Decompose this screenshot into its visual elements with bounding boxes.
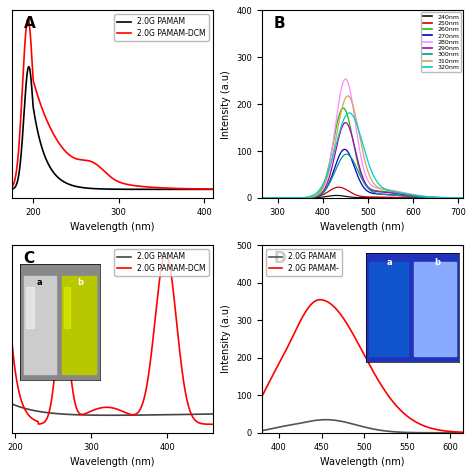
- Text: C: C: [24, 251, 35, 266]
- Text: A: A: [24, 16, 36, 31]
- Text: B: B: [274, 16, 285, 31]
- X-axis label: Wavelength (nm): Wavelength (nm): [320, 457, 404, 467]
- X-axis label: Wavelength (nm): Wavelength (nm): [70, 457, 155, 467]
- Legend: 2.0G PAMAM, 2.0G PAMAM-DCM: 2.0G PAMAM, 2.0G PAMAM-DCM: [114, 14, 209, 41]
- Y-axis label: Intensity (a.u): Intensity (a.u): [220, 70, 230, 138]
- Legend: 240nm, 250nm, 260nm, 270nm, 280nm, 290nm, 300nm, 310nm, 320nm: 240nm, 250nm, 260nm, 270nm, 280nm, 290nm…: [421, 12, 461, 72]
- X-axis label: Wavelength (nm): Wavelength (nm): [70, 222, 155, 232]
- X-axis label: Wavelength (nm): Wavelength (nm): [320, 222, 404, 232]
- Legend: 2.0G PAMAM, 2.0G PAMAM-DCM: 2.0G PAMAM, 2.0G PAMAM-DCM: [114, 249, 209, 275]
- Text: D: D: [274, 251, 286, 266]
- Legend: 2.0G PAMAM, 2.0G PAMAM-: 2.0G PAMAM, 2.0G PAMAM-: [265, 249, 342, 275]
- Y-axis label: Intensity (a.u): Intensity (a.u): [220, 305, 230, 374]
